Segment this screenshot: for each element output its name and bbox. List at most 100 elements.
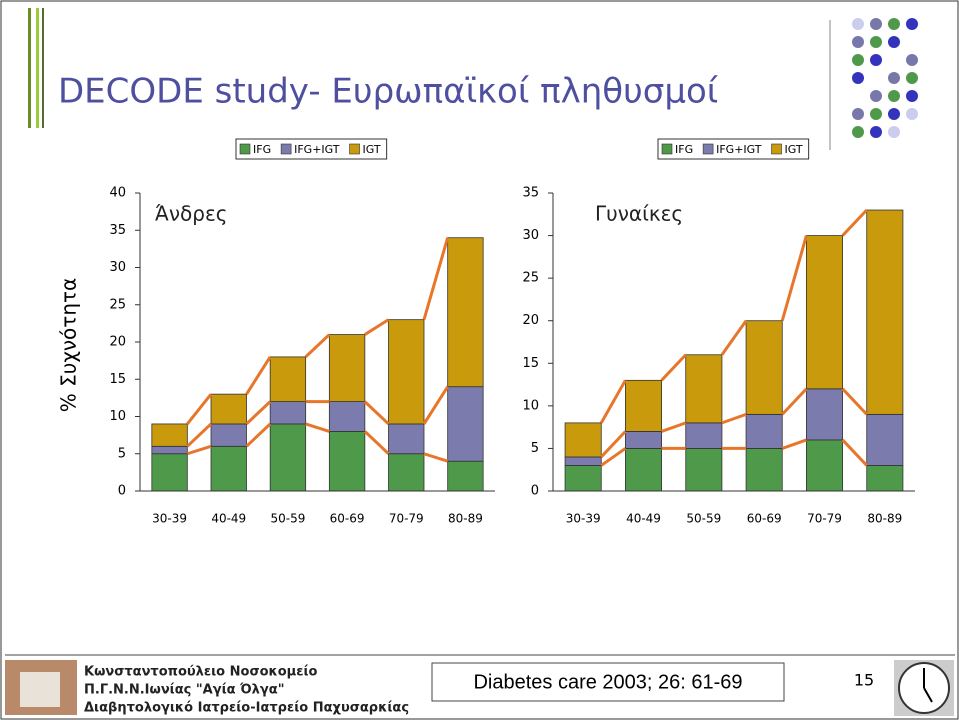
- bar-segment: [151, 423, 188, 447]
- legend-label: IFG+IGT: [716, 143, 762, 156]
- y-tick-label: 10: [522, 398, 539, 413]
- bar-segment: [447, 386, 484, 462]
- chart-title: Γυναίκες: [595, 202, 683, 226]
- y-tick-label: 30: [109, 260, 126, 275]
- legend-swatch: [239, 143, 251, 155]
- dot: [906, 108, 918, 120]
- legend-box: [657, 138, 810, 160]
- dot: [888, 36, 900, 48]
- bar-segment: [625, 430, 663, 449]
- connector-line: [841, 438, 868, 467]
- bar-segment: [806, 439, 844, 492]
- connector-line: [599, 379, 627, 424]
- y-tick-label: 15: [522, 356, 539, 371]
- y-tick-label: 20: [109, 335, 126, 350]
- dot: [852, 18, 864, 30]
- institution-line: Διαβητολογικό Ιατρείο-Ιατρείο Παχυσαρκία…: [84, 701, 409, 716]
- bar-segment: [210, 423, 247, 447]
- bar-segment: [564, 422, 602, 458]
- dot: [870, 18, 882, 30]
- bar-segment: [564, 465, 602, 492]
- dot: [870, 54, 882, 66]
- legend-swatch: [280, 143, 292, 155]
- bar-segment: [328, 430, 366, 492]
- y-tick-label: 10: [109, 409, 126, 424]
- bar-segment: [388, 423, 425, 455]
- legend-label: IFG: [675, 143, 693, 156]
- bar-segment: [447, 460, 484, 492]
- y-tick-label: 30: [522, 228, 539, 243]
- x-tick-label: 60-69: [747, 512, 782, 526]
- dot: [906, 72, 918, 84]
- bar-segment: [625, 448, 663, 492]
- dot: [870, 36, 882, 48]
- decor-dots: [852, 18, 918, 138]
- bar-segment: [685, 448, 723, 492]
- y-tick-label: 0: [118, 484, 126, 499]
- x-tick-label: 30-39: [152, 512, 187, 526]
- bar-segment: [388, 319, 425, 425]
- legend-swatch: [771, 143, 782, 155]
- legend-label: IFG+IGT: [294, 143, 340, 156]
- bar-segment: [151, 445, 188, 455]
- connector-line: [720, 319, 748, 356]
- y-tick-label: 15: [109, 372, 126, 387]
- institution-line: Κωνσταντοπούλειο Νοσοκομείο: [84, 665, 318, 680]
- dot: [852, 126, 864, 138]
- bar-segment: [866, 413, 904, 466]
- legend-label: IGT: [785, 143, 803, 156]
- x-tick-label: 40-49: [211, 512, 246, 526]
- x-tick-label: 80-89: [867, 512, 902, 526]
- decor-bars: [28, 8, 44, 128]
- connector-line: [841, 387, 868, 416]
- y-tick-label: 25: [109, 297, 126, 312]
- bar-segment: [151, 453, 188, 492]
- slide-title: DECODE study- Ευρωπαϊκοί πληθυσμοί: [58, 72, 719, 112]
- dot: [852, 72, 864, 84]
- dot: [852, 108, 864, 120]
- legend-swatch: [661, 143, 673, 155]
- legend-label: IFG: [253, 143, 271, 156]
- connector-line: [363, 430, 390, 455]
- institution-line: Π.Γ.Ν.Ν.Ιωνίας "Αγία Όλγα": [84, 683, 284, 698]
- connector-line: [660, 353, 687, 382]
- photo-building: [20, 672, 60, 707]
- y-axis-label: % Συχνότητα: [57, 278, 81, 412]
- y-tick-label: 25: [522, 271, 539, 286]
- dot: [906, 90, 918, 102]
- x-tick-label: 70-79: [807, 512, 842, 526]
- x-tick-label: 40-49: [626, 512, 661, 526]
- dot: [906, 54, 918, 66]
- bar-segment: [625, 379, 663, 432]
- dot: [852, 54, 864, 66]
- connector-line: [600, 430, 627, 458]
- dot: [870, 126, 882, 138]
- legend-swatch: [349, 143, 360, 155]
- connector-line: [305, 422, 330, 433]
- connector-line: [422, 237, 450, 321]
- bar-segment: [685, 354, 723, 424]
- y-tick-label: 0: [531, 484, 539, 499]
- bar-segment: [564, 456, 602, 466]
- x-tick-label: 50-59: [686, 512, 721, 526]
- y-tick-label: 5: [531, 441, 539, 456]
- connector-line: [422, 385, 449, 425]
- bar-segment: [806, 388, 844, 441]
- connector-line: [245, 422, 272, 448]
- connector-line: [721, 412, 747, 425]
- dot: [888, 108, 900, 120]
- connector-line: [363, 400, 390, 426]
- connector-line: [186, 444, 212, 456]
- connector-line: [600, 447, 627, 467]
- connector-line: [245, 400, 272, 426]
- x-tick-label: 60-69: [330, 512, 365, 526]
- legend-box: [235, 138, 388, 160]
- dot: [852, 36, 864, 48]
- bar-segment: [866, 209, 904, 415]
- bar-segment: [447, 237, 484, 388]
- x-tick-label: 30-39: [566, 512, 601, 526]
- connector-line: [304, 333, 331, 358]
- y-tick-label: 5: [118, 446, 126, 461]
- x-tick-label: 50-59: [270, 512, 305, 526]
- bar-segment: [388, 453, 425, 492]
